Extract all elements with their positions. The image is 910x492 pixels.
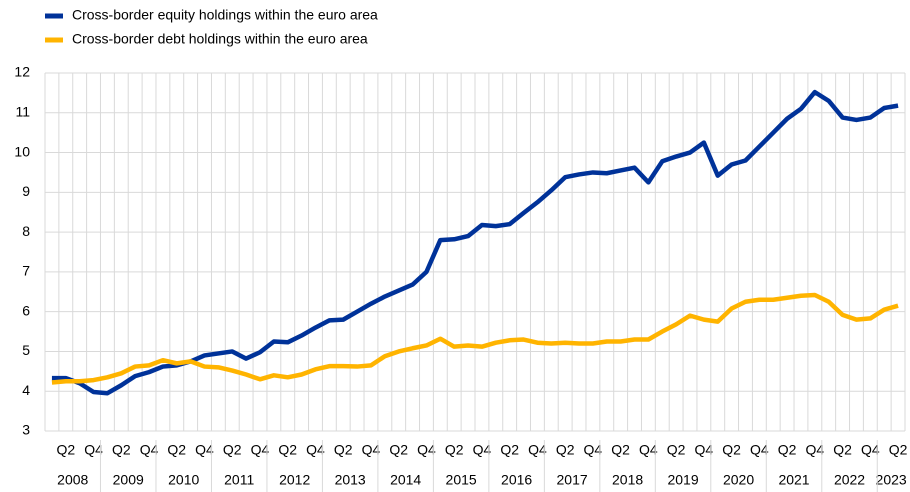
y-tick-label: 5 (22, 342, 30, 358)
year-label: 2012 (279, 472, 310, 488)
x-tick-label: Q2 (500, 442, 519, 458)
x-tick-label: Q4 (695, 442, 714, 458)
year-label: 2009 (113, 472, 144, 488)
x-tick-label: Q4 (140, 442, 159, 458)
x-tick-label: Q4 (473, 442, 492, 458)
year-label: 2016 (501, 472, 532, 488)
x-tick-label: Q4 (84, 442, 103, 458)
x-tick-label: Q4 (528, 442, 547, 458)
x-tick-label: Q2 (223, 442, 242, 458)
y-tick-label: 4 (22, 382, 30, 398)
x-tick-label: Q4 (306, 442, 325, 458)
x-tick-label: Q2 (167, 442, 186, 458)
legend-label: Cross-border debt holdings within the eu… (72, 31, 368, 47)
x-tick-label: Q4 (639, 442, 658, 458)
y-tick-label: 6 (22, 302, 30, 318)
year-label: 2023 (876, 472, 907, 488)
y-tick-label: 7 (22, 263, 30, 279)
y-tick-label: 10 (14, 143, 30, 159)
year-label: 2011 (224, 472, 254, 488)
year-label: 2013 (335, 472, 366, 488)
x-tick-label: Q2 (389, 442, 408, 458)
y-tick-label: 12 (14, 64, 30, 80)
year-label: 2019 (667, 472, 698, 488)
year-label: 2022 (834, 472, 865, 488)
legend-label: Cross-border equity holdings within the … (72, 7, 378, 23)
year-label: 2017 (557, 472, 588, 488)
x-tick-label: Q4 (195, 442, 214, 458)
x-tick-label: Q2 (112, 442, 131, 458)
y-tick-label: 8 (22, 223, 30, 239)
year-label: 2021 (778, 472, 809, 488)
y-tick-label: 3 (22, 422, 30, 438)
year-label: 2020 (723, 472, 754, 488)
x-tick-label: Q4 (362, 442, 381, 458)
year-label: 2010 (168, 472, 199, 488)
x-tick-label: Q4 (861, 442, 880, 458)
series-line (51, 292, 899, 385)
x-tick-label: Q2 (556, 442, 575, 458)
year-label: 2008 (57, 472, 88, 488)
y-tick-label: 11 (15, 103, 30, 119)
year-label: 2015 (446, 472, 477, 488)
x-tick-label: Q4 (805, 442, 824, 458)
x-tick-label: Q2 (334, 442, 353, 458)
x-tick-label: Q4 (417, 442, 436, 458)
x-tick-label: Q2 (889, 442, 908, 458)
x-tick-label: Q2 (445, 442, 464, 458)
x-tick-label: Q2 (722, 442, 741, 458)
x-tick-label: Q2 (56, 442, 75, 458)
x-tick-label: Q2 (778, 442, 797, 458)
x-tick-label: Q2 (611, 442, 630, 458)
year-label: 2014 (390, 472, 421, 488)
x-tick-label: Q4 (251, 442, 270, 458)
year-label: 2018 (612, 472, 643, 488)
x-tick-label: Q4 (750, 442, 769, 458)
x-tick-label: Q2 (278, 442, 297, 458)
x-tick-label: Q2 (833, 442, 852, 458)
y-tick-label: 9 (22, 183, 30, 199)
x-tick-label: Q2 (667, 442, 686, 458)
x-tick-label: Q4 (584, 442, 603, 458)
